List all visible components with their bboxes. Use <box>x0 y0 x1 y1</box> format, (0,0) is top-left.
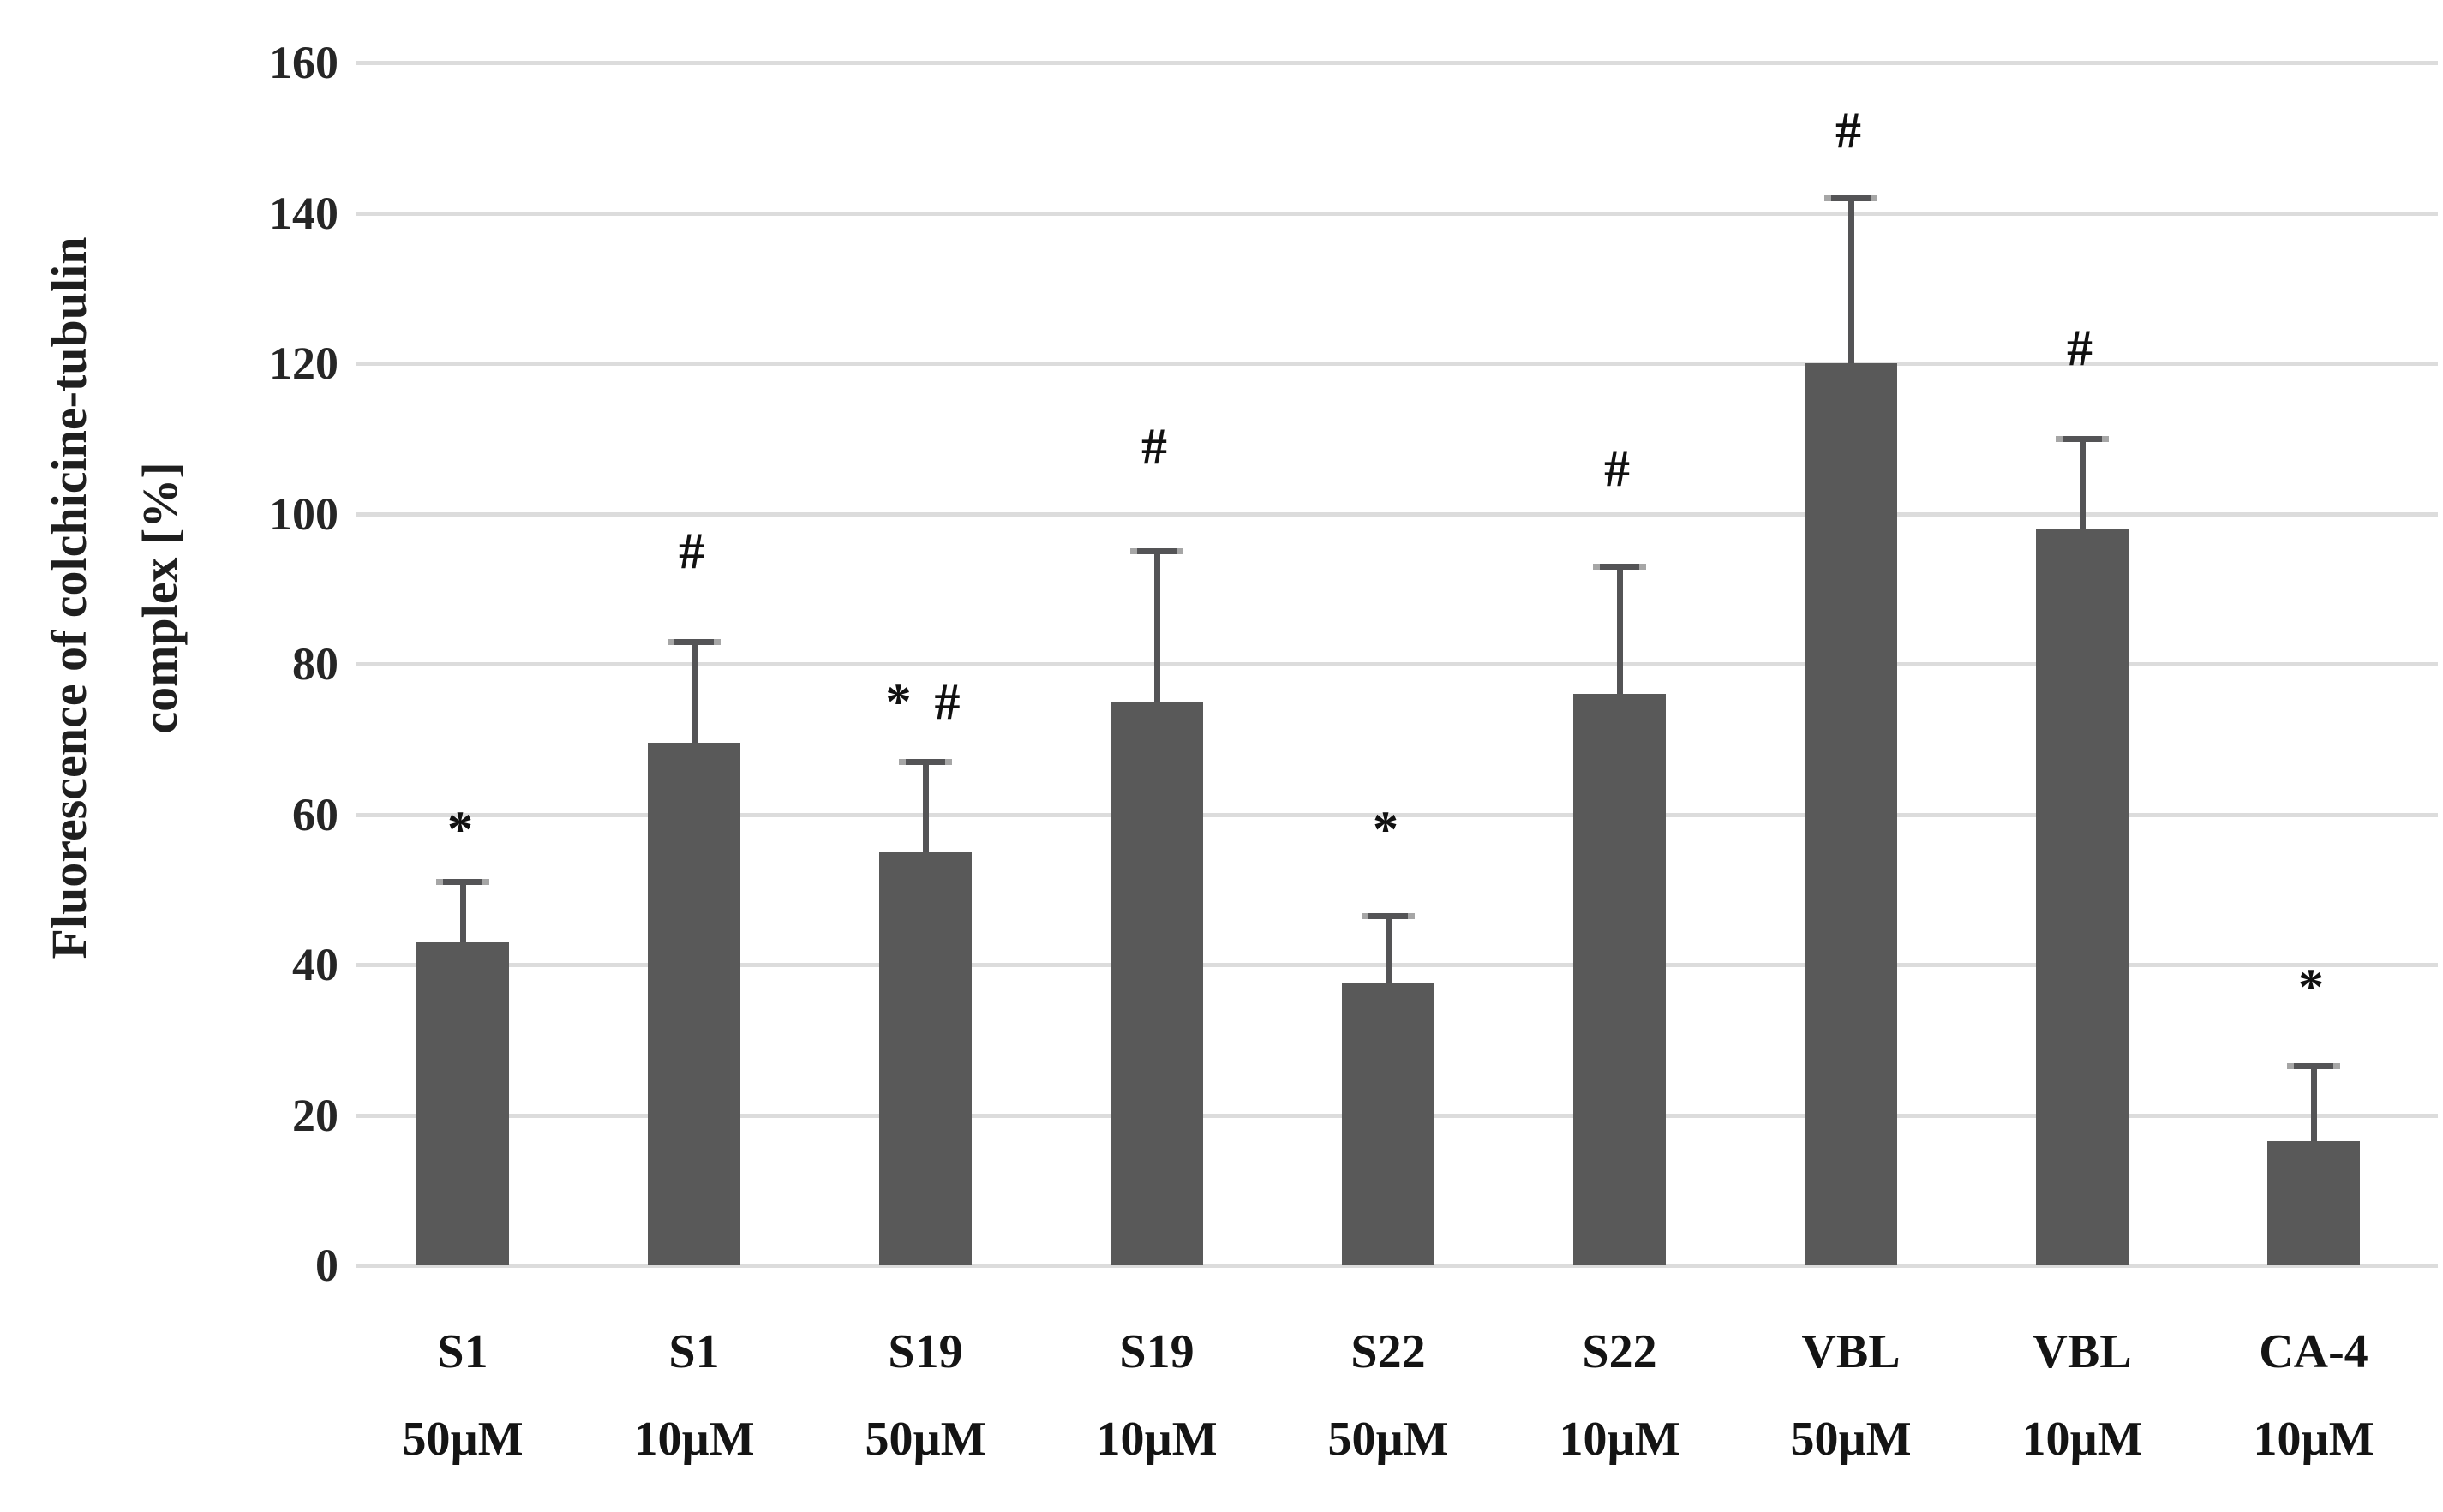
error-bar-stem <box>459 882 466 942</box>
y-tick-label-60: 60 <box>292 788 338 840</box>
bar-VBL-10µM <box>2036 529 2129 1265</box>
category-label-line2: 10µM <box>1559 1413 1680 1466</box>
category-label-line1: S19 <box>1119 1325 1195 1378</box>
category-label-line2: 50µM <box>865 1413 986 1466</box>
significance-marker: # <box>1141 417 1172 475</box>
gridline-80 <box>356 662 2438 666</box>
category-label-line1: S1 <box>668 1325 720 1378</box>
error-bar-stem <box>1616 565 1623 695</box>
category-label-line1: S1 <box>437 1325 488 1378</box>
bar-S22-10µM <box>1573 694 1666 1265</box>
y-tick-label-0: 0 <box>315 1240 338 1291</box>
significance-marker: * # <box>885 672 966 730</box>
category-label-S1-10µM: S1 10µM <box>574 1309 814 1482</box>
category-label-line2: 50µM <box>402 1413 524 1466</box>
bar-S22-50µM <box>1342 983 1434 1265</box>
gridline-160 <box>356 61 2438 65</box>
category-label-S22-10µM: S22 10µM <box>1500 1309 1739 1482</box>
error-bar-cap <box>899 759 952 766</box>
error-bar-cap <box>1593 563 1646 570</box>
category-label-line1: CA-4 <box>2259 1325 2368 1378</box>
bar-S19-10µM <box>1111 701 1203 1265</box>
significance-marker: * <box>447 801 478 858</box>
category-label-CA-4-10µM: CA-4 10µM <box>2194 1309 2434 1482</box>
category-label-line2: 10µM <box>2021 1413 2143 1466</box>
gridline-60 <box>356 812 2438 817</box>
category-label-line1: S19 <box>888 1325 963 1378</box>
gridline-120 <box>356 362 2438 366</box>
y-tick-label-20: 20 <box>292 1089 338 1141</box>
category-label-VBL-50µM: VBL 50µM <box>1731 1309 1971 1482</box>
bar-VBL-50µM <box>1805 363 1897 1265</box>
significance-marker: # <box>1835 101 1866 158</box>
y-tick-label-40: 40 <box>292 939 338 990</box>
category-label-line2: 10µM <box>1096 1413 1218 1466</box>
category-label-line1: VBL <box>2033 1325 2132 1378</box>
y-axis-title: Fluorescence of colchicine-tubulin comple… <box>24 0 213 1202</box>
y-tick-label-140: 140 <box>269 187 338 239</box>
error-bar-stem <box>691 641 698 744</box>
error-bar-cap <box>2287 1063 2340 1070</box>
significance-marker: * <box>1373 801 1404 858</box>
y-tick-label-100: 100 <box>269 487 338 540</box>
gridline-0 <box>356 1264 2438 1268</box>
error-bar-cap <box>2056 435 2109 442</box>
error-bar-cap <box>1362 912 1415 919</box>
error-bar-cap <box>668 638 721 645</box>
category-label-VBL-10µM: VBL 10µM <box>1962 1309 2202 1482</box>
category-label-line2: 10µM <box>633 1413 755 1466</box>
category-label-S22-50µM: S22 50µM <box>1268 1309 1508 1482</box>
bar-S1-50µM <box>416 941 509 1265</box>
y-tick-label-120: 120 <box>269 338 338 389</box>
category-label-S1-50µM: S1 50µM <box>343 1309 583 1482</box>
error-bar-cap <box>436 879 489 886</box>
error-bar-stem <box>1153 551 1160 702</box>
significance-marker: * <box>2298 959 2329 1016</box>
category-label-line1: S22 <box>1582 1325 1657 1378</box>
bar-S19-50µM <box>879 852 972 1265</box>
significance-marker: # <box>2067 320 2098 377</box>
category-label-line2: 10µM <box>2253 1413 2374 1466</box>
category-label-S19-10µM: S19 10µM <box>1037 1309 1277 1482</box>
significance-marker: # <box>1604 439 1635 497</box>
bar-CA-4-10µM <box>2267 1141 2360 1265</box>
significance-marker: # <box>679 523 710 580</box>
error-bar-stem <box>2079 438 2086 529</box>
error-bar-cap <box>1824 194 1877 201</box>
error-bar-stem <box>1385 915 1392 983</box>
y-tick-label-80: 80 <box>292 638 338 690</box>
bar-S1-10µM <box>648 743 740 1265</box>
gridline-40 <box>356 963 2438 967</box>
gridline-140 <box>356 211 2438 216</box>
error-bar-stem <box>922 762 929 852</box>
y-tick-label-160: 160 <box>269 37 338 88</box>
category-label-line1: S22 <box>1350 1325 1426 1378</box>
gridline-100 <box>356 511 2438 517</box>
error-bar-stem <box>1847 197 1854 363</box>
error-bar-cap <box>1130 548 1183 555</box>
category-label-S19-50µM: S19 50µM <box>805 1309 1045 1482</box>
error-bar-stem <box>2310 1066 2317 1142</box>
category-label-line2: 50µM <box>1327 1413 1449 1466</box>
category-label-line2: 50µM <box>1790 1413 1912 1466</box>
category-label-line1: VBL <box>1801 1325 1901 1378</box>
